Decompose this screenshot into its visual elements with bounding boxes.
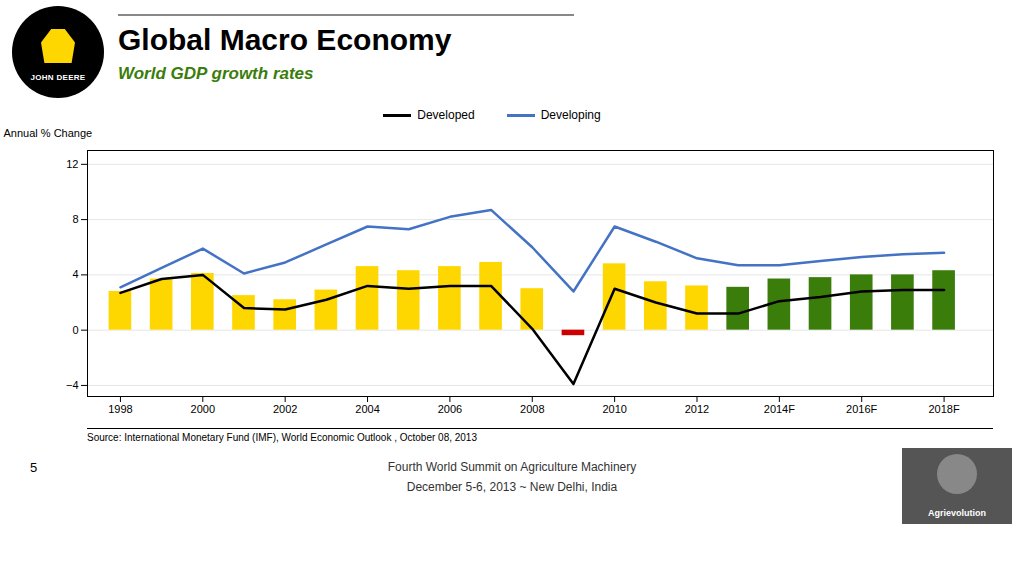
html-text:Developing: Developing (540, 108, 601, 122)
svg-text:0: 0 (72, 324, 78, 336)
svg-text:2002: 2002 (273, 403, 297, 415)
svg-text:2012: 2012 (685, 403, 709, 415)
svg-text:Annual % Change: Annual % Change (4, 127, 93, 139)
svg-text:−4: −4 (66, 379, 79, 391)
html-text:Global Macro Economy: Global Macro Economy (118, 23, 452, 56)
html-text:Agrievolution: Agrievolution (928, 508, 986, 518)
svg-text:2004: 2004 (355, 403, 379, 415)
svg-text:2018F: 2018F (928, 403, 959, 415)
svg-text:12: 12 (66, 158, 78, 170)
svg-text:8: 8 (72, 213, 78, 225)
svg-text:2010: 2010 (602, 403, 626, 415)
svg-text:2008: 2008 (520, 403, 544, 415)
html-text:Source: International Monetary: Source: International Monetary Fund (IMF… (87, 432, 477, 443)
svg-text:4: 4 (72, 268, 78, 280)
svg-text:2006: 2006 (438, 403, 462, 415)
svg-text:2000: 2000 (191, 403, 215, 415)
html-text:JOHN DEERE: JOHN DEERE (30, 73, 86, 82)
svg-text:1998: 1998 (108, 403, 132, 415)
html-text:Fourth World Summit on Agricul: Fourth World Summit on Agriculture Machi… (387, 460, 637, 474)
html-text:5: 5 (30, 460, 38, 475)
svg-text:2016F: 2016F (846, 403, 877, 415)
html-text:World GDP growth rates: World GDP growth rates (118, 64, 314, 83)
svg-text:2014F: 2014F (764, 403, 795, 415)
html-text:December 5-6, 2013 ~ New Delhi: December 5-6, 2013 ~ New Delhi, India (406, 480, 618, 494)
html-text:Developed: Developed (417, 108, 475, 122)
